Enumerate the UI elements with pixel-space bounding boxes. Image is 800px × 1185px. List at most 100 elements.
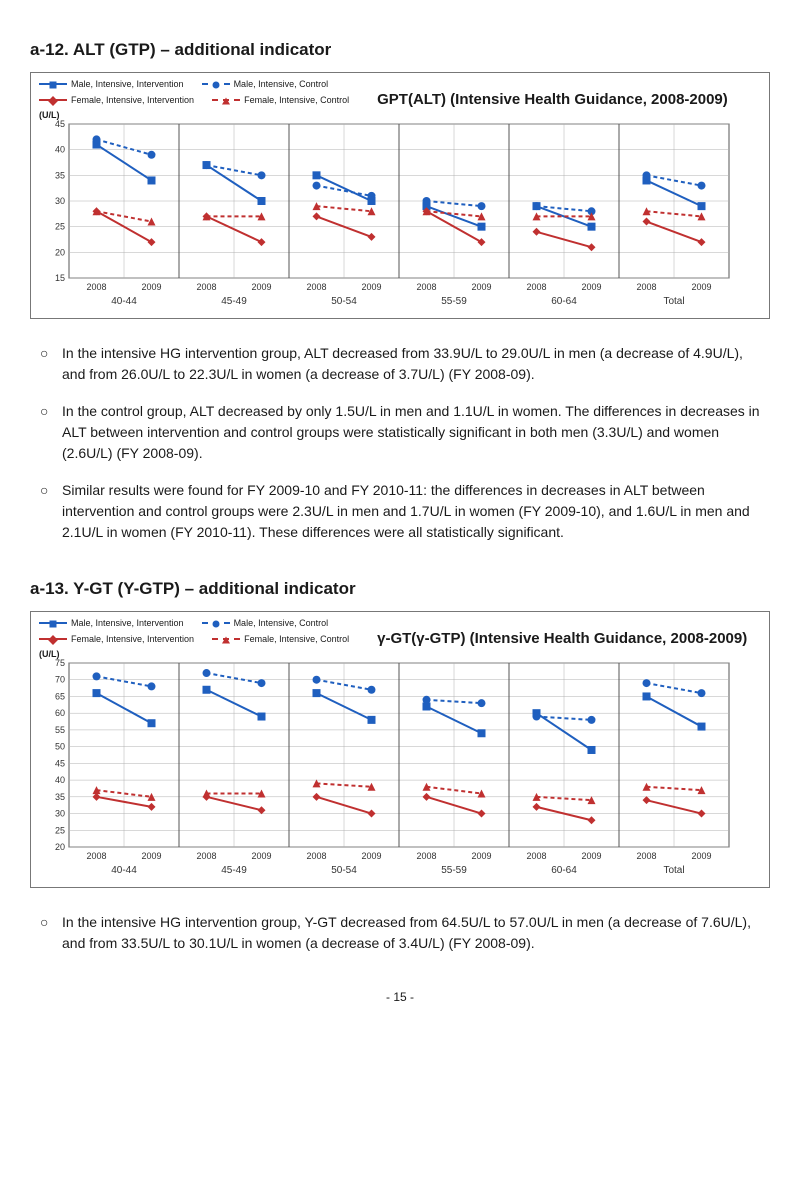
svg-text:2009: 2009 [471, 282, 491, 292]
svg-text:45: 45 [55, 758, 65, 768]
legend-label: Female, Intensive, Control [244, 634, 349, 644]
svg-text:2009: 2009 [691, 282, 711, 292]
svg-text:20: 20 [55, 247, 65, 257]
svg-text:30: 30 [55, 196, 65, 206]
svg-text:25: 25 [55, 825, 65, 835]
svg-text:25: 25 [55, 222, 65, 232]
legend-label: Male, Intensive, Intervention [71, 618, 184, 628]
bullet-item: ○ In the control group, ALT decreased by… [40, 401, 760, 464]
chart2-title: γ-GT(γ-GTP) (Intensive Health Guidance, … [377, 630, 761, 647]
svg-text:Total: Total [663, 296, 684, 307]
svg-text:2009: 2009 [581, 282, 601, 292]
svg-text:35: 35 [55, 170, 65, 180]
svg-text:65: 65 [55, 691, 65, 701]
bullet-text: In the intensive HG intervention group, … [62, 343, 760, 385]
svg-text:50-54: 50-54 [331, 865, 357, 876]
svg-text:45-49: 45-49 [221, 296, 247, 307]
svg-text:2008: 2008 [636, 851, 656, 861]
svg-text:2008: 2008 [306, 282, 326, 292]
svg-text:60-64: 60-64 [551, 296, 577, 307]
svg-text:2008: 2008 [416, 282, 436, 292]
chart1-title: GPT(ALT) (Intensive Health Guidance, 200… [377, 91, 761, 108]
bullet-item: ○ In the intensive HG intervention group… [40, 343, 760, 385]
svg-text:55-59: 55-59 [441, 296, 467, 307]
svg-text:2009: 2009 [691, 851, 711, 861]
bullet-text: Similar results were found for FY 2009-1… [62, 480, 760, 543]
svg-text:15: 15 [55, 273, 65, 283]
svg-text:45: 45 [55, 120, 65, 129]
svg-text:50: 50 [55, 742, 65, 752]
page-number: - 15 - [30, 990, 770, 1004]
chart2-legend-row1: Male, Intensive, Intervention Male, Inte… [39, 618, 761, 628]
svg-text:2008: 2008 [86, 851, 106, 861]
svg-text:30: 30 [55, 809, 65, 819]
section1-bullets: ○ In the intensive HG intervention group… [40, 343, 760, 543]
svg-text:40-44: 40-44 [111, 865, 137, 876]
legend-male-intervention: Male, Intensive, Intervention [39, 79, 184, 89]
bullet-text: In the control group, ALT decreased by o… [62, 401, 760, 464]
svg-text:2008: 2008 [306, 851, 326, 861]
legend-label: Female, Intensive, Intervention [71, 634, 194, 644]
legend-female-control: Female, Intensive, Control [212, 634, 349, 644]
legend-female-intervention: Female, Intensive, Intervention [39, 95, 194, 105]
legend-male-control: Male, Intensive, Control [202, 618, 329, 628]
legend-label: Male, Intensive, Control [234, 79, 329, 89]
chart1-yaxis-label: (U/L) [39, 110, 761, 120]
chart1-box: Male, Intensive, Intervention Male, Inte… [30, 72, 770, 319]
bullet-item: ○ In the intensive HG intervention group… [40, 912, 760, 954]
svg-text:40-44: 40-44 [111, 296, 137, 307]
chart1-legend-row1: Male, Intensive, Intervention Male, Inte… [39, 79, 761, 89]
legend-label: Male, Intensive, Control [234, 618, 329, 628]
svg-text:2009: 2009 [361, 282, 381, 292]
svg-text:55-59: 55-59 [441, 865, 467, 876]
chart2-box: Male, Intensive, Intervention Male, Inte… [30, 611, 770, 888]
section1-heading: a-12. ALT (GTP) – additional indicator [30, 40, 770, 60]
section2-heading: a-13. Y-GT (Y-GTP) – additional indicato… [30, 579, 770, 599]
svg-text:2008: 2008 [526, 851, 546, 861]
svg-text:35: 35 [55, 792, 65, 802]
svg-text:2009: 2009 [141, 282, 161, 292]
legend-label: Female, Intensive, Control [244, 95, 349, 105]
legend-female-intervention: Female, Intensive, Intervention [39, 634, 194, 644]
legend-label: Female, Intensive, Intervention [71, 95, 194, 105]
bullet-text: In the intensive HG intervention group, … [62, 912, 760, 954]
svg-text:50-54: 50-54 [331, 296, 357, 307]
svg-text:40: 40 [55, 145, 65, 155]
chart2-yaxis-label: (U/L) [39, 649, 761, 659]
legend-male-control: Male, Intensive, Control [202, 79, 329, 89]
bullet-marker-icon: ○ [40, 401, 62, 464]
svg-text:2009: 2009 [251, 851, 271, 861]
chart2-svg: 20 25 30 35 40 45 50 55 60 65 70 75 2008 2009 40-44 200… [39, 659, 739, 879]
svg-text:45-49: 45-49 [221, 865, 247, 876]
svg-text:2009: 2009 [471, 851, 491, 861]
section2-bullets: ○ In the intensive HG intervention group… [40, 912, 760, 954]
svg-text:2008: 2008 [526, 282, 546, 292]
svg-text:Total: Total [663, 865, 684, 876]
svg-text:2008: 2008 [636, 282, 656, 292]
legend-male-intervention: Male, Intensive, Intervention [39, 618, 184, 628]
svg-text:2009: 2009 [581, 851, 601, 861]
svg-text:40: 40 [55, 775, 65, 785]
bullet-marker-icon: ○ [40, 912, 62, 954]
bullet-marker-icon: ○ [40, 343, 62, 385]
svg-text:2008: 2008 [196, 851, 216, 861]
svg-text:70: 70 [55, 675, 65, 685]
bullet-marker-icon: ○ [40, 480, 62, 543]
svg-text:2008: 2008 [86, 282, 106, 292]
svg-text:2009: 2009 [141, 851, 161, 861]
chart1-svg: 15 20 25 30 35 40 45 2008 2009 40-44 2008 2009 45-49… [39, 120, 739, 310]
svg-text:60: 60 [55, 708, 65, 718]
svg-text:75: 75 [55, 659, 65, 668]
legend-female-control: Female, Intensive, Control [212, 95, 349, 105]
bullet-item: ○ Similar results were found for FY 2009… [40, 480, 760, 543]
svg-text:60-64: 60-64 [551, 865, 577, 876]
chart2-legend-row2: Female, Intensive, Intervention Female, … [39, 630, 761, 647]
svg-text:2009: 2009 [361, 851, 381, 861]
svg-text:2008: 2008 [196, 282, 216, 292]
svg-text:55: 55 [55, 725, 65, 735]
svg-text:20: 20 [55, 842, 65, 852]
svg-text:2008: 2008 [416, 851, 436, 861]
svg-text:2009: 2009 [251, 282, 271, 292]
legend-label: Male, Intensive, Intervention [71, 79, 184, 89]
chart1-legend-row2: Female, Intensive, Intervention Female, … [39, 91, 761, 108]
